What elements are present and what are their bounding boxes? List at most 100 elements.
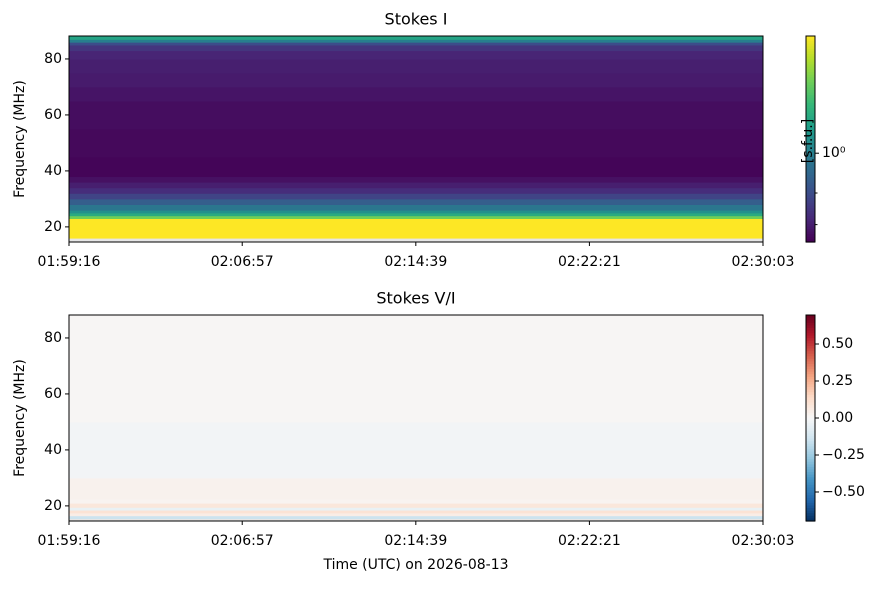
heatmap-cell — [69, 128, 763, 158]
heatmap-cell — [69, 518, 763, 522]
heatmap-cell — [69, 58, 763, 74]
x-tick-label: 02:22:21 — [558, 533, 621, 549]
colorbar-segment — [806, 105, 815, 109]
colorbar-segment — [806, 402, 815, 406]
colorbar-segment — [806, 64, 815, 68]
colorbar-segment — [806, 456, 815, 460]
colorbar-segment — [806, 216, 815, 220]
colorbar-segment — [806, 469, 815, 473]
heatmap-cell — [69, 50, 763, 60]
heatmap-cell — [69, 503, 763, 508]
heatmap-cell — [69, 39, 763, 43]
colorbar-segment — [806, 448, 815, 453]
colorbar-segment — [806, 234, 815, 238]
colorbar-segment — [806, 236, 815, 241]
heatmap-cell — [69, 510, 763, 514]
heatmap-cell — [69, 498, 763, 504]
colorbar-segment — [806, 54, 815, 58]
colorbar-segment — [806, 43, 815, 47]
colorbar-segment — [806, 102, 815, 107]
colorbar-tick-label: 0.50 — [822, 336, 853, 352]
colorbar-segment — [806, 415, 815, 419]
colorbar-segment — [806, 322, 815, 326]
colorbar-segment — [806, 451, 815, 455]
colorbar-segment — [806, 133, 815, 138]
heatmap-cell — [69, 204, 763, 211]
colorbar-segment — [806, 410, 815, 414]
colorbar-segment — [806, 108, 815, 112]
colorbar-segment — [806, 327, 815, 332]
x-tick-label: 02:22:21 — [558, 254, 621, 270]
colorbar-segment — [806, 131, 815, 135]
colorbar-segment — [806, 74, 815, 78]
heatmap-cell — [69, 210, 763, 214]
colorbar-segment — [806, 167, 815, 171]
colorbar-segment — [806, 369, 815, 373]
colorbar-segment — [806, 162, 815, 166]
colorbar-segment — [806, 505, 815, 509]
colorbar-segment — [806, 389, 815, 393]
colorbar-segment — [806, 149, 815, 153]
y-axis-label: Frequency (MHz) — [12, 359, 28, 477]
x-tick-label: 02:30:03 — [732, 533, 795, 549]
colorbar-segment — [806, 198, 815, 202]
y-tick-label: 40 — [44, 442, 62, 458]
colorbar-segment — [806, 363, 815, 368]
panel-title: Stokes I — [385, 10, 448, 29]
colorbar-segment — [806, 92, 815, 96]
heatmap-cell — [69, 42, 763, 46]
colorbar-tick-label: 0.00 — [822, 410, 853, 426]
colorbar-segment — [806, 97, 815, 101]
x-tick-label: 01:59:16 — [38, 254, 101, 270]
heatmap-cell — [69, 477, 763, 500]
colorbar-segment — [806, 405, 815, 409]
colorbar-segment — [806, 428, 815, 432]
heatmap-cell — [69, 198, 763, 205]
y-tick-label: 60 — [44, 107, 62, 123]
colorbar-tick-label: −0.50 — [822, 484, 865, 500]
colorbar-segment — [806, 46, 815, 50]
colorbar-segment — [806, 482, 815, 486]
colorbar-segment — [806, 443, 815, 447]
colorbar-segment — [806, 474, 815, 478]
heatmap-cell — [69, 36, 763, 40]
colorbar-segment — [806, 366, 815, 370]
colorbar-segment — [806, 110, 815, 114]
colorbar-segment — [806, 113, 815, 117]
heatmap-cell — [69, 512, 763, 517]
colorbar-segment — [806, 438, 815, 442]
colorbar-segment — [806, 159, 815, 163]
colorbar-tick-label: 10⁰ — [822, 145, 846, 161]
colorbar-segment — [806, 446, 815, 450]
colorbar-segment — [806, 420, 815, 424]
colorbar-segment — [806, 213, 815, 217]
y-tick-label: 20 — [44, 219, 62, 235]
colorbar-segment — [806, 221, 815, 225]
colorbar-segment — [806, 72, 815, 76]
heatmap-cell — [69, 238, 763, 243]
colorbar-segment — [806, 518, 815, 522]
heatmap-cell — [69, 507, 763, 511]
colorbar-segment — [806, 187, 815, 192]
colorbar-segment — [806, 95, 815, 99]
colorbar-segment — [806, 87, 815, 91]
colorbar-segment — [806, 169, 815, 174]
colorbar-segment — [806, 487, 815, 491]
colorbar-segment — [806, 128, 815, 132]
colorbar-segment — [806, 218, 815, 222]
x-tick-label: 02:06:57 — [211, 254, 274, 270]
heatmap-cell — [69, 182, 763, 189]
colorbar-tick-label: 0.25 — [822, 373, 853, 389]
colorbar-segment — [806, 340, 815, 344]
colorbar-segment — [806, 136, 815, 140]
colorbar-segment — [806, 154, 815, 158]
colorbar-segment — [806, 315, 815, 319]
colorbar-segment — [806, 461, 815, 465]
colorbar-segment — [806, 387, 815, 391]
heatmap-cell — [69, 235, 763, 239]
colorbar-segment — [806, 151, 815, 156]
colorbar-segment — [806, 464, 815, 468]
colorbar-segment — [806, 115, 815, 119]
colorbar-segment — [806, 177, 815, 181]
colorbar-segment — [806, 490, 815, 494]
